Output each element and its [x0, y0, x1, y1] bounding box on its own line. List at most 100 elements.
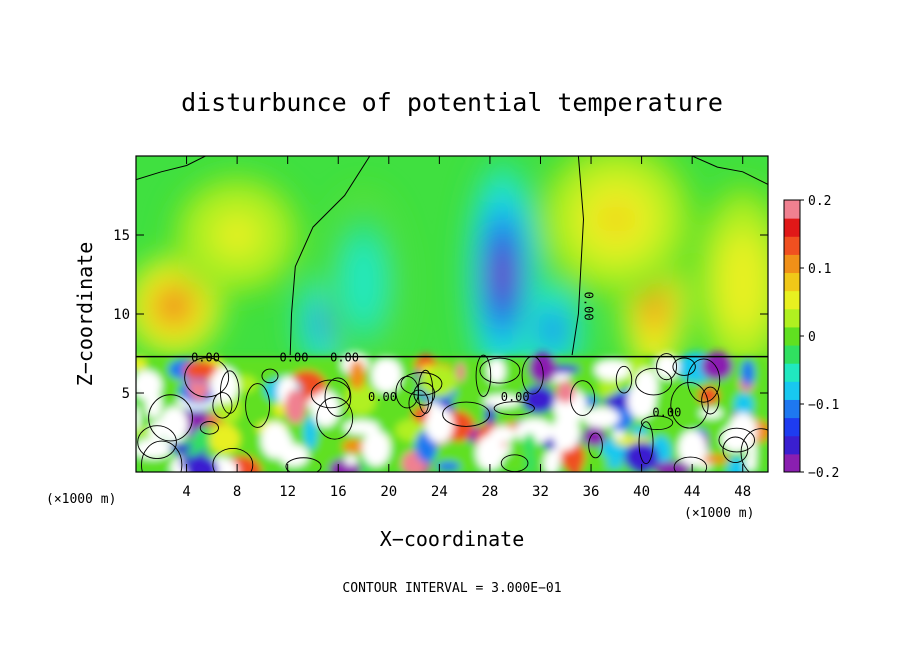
- x-tick-label: 4: [182, 484, 190, 500]
- turbulent-contour: [635, 367, 673, 396]
- turbulence-swirl: [349, 359, 366, 390]
- colorbar-segment: [784, 345, 800, 364]
- chart-title: disturbunce of potential temperature: [181, 88, 723, 117]
- colorbar-segment: [784, 272, 800, 292]
- turbulent-contour: [718, 427, 756, 453]
- vortex-core: [159, 406, 188, 443]
- turbulence-swirl: [371, 357, 402, 394]
- turbulence-swirl: [284, 389, 307, 424]
- turbulent-contour: [212, 447, 254, 472]
- turbulent-contour: [137, 425, 177, 460]
- turbulence-swirl: [605, 460, 624, 469]
- turbulence-swirl: [522, 433, 537, 455]
- x-unit-left: (×1000 m): [46, 492, 116, 507]
- turbulence-swirl: [145, 390, 162, 419]
- turbulence-swirl: [524, 451, 537, 472]
- turbulence-swirl: [571, 456, 581, 472]
- x-tick-label: 44: [684, 484, 701, 500]
- zero-contour: [289, 156, 371, 356]
- turbulence-swirl: [741, 359, 755, 387]
- turbulence-swirl: [734, 392, 754, 417]
- vortex-core: [261, 422, 290, 459]
- colorbar-segment: [784, 236, 800, 255]
- field-blob: [734, 265, 751, 300]
- turbulent-contour: [615, 365, 633, 394]
- turbulent-contour: [638, 421, 654, 465]
- turbulence-swirl: [594, 359, 631, 380]
- x-tick-label: 32: [532, 484, 549, 500]
- zero-contour: [571, 156, 585, 356]
- colorbar: 0.2 0.1 0 −0.1 −0.2: [783, 194, 839, 481]
- turbulent-contour: [687, 358, 721, 403]
- y-axis-title: Z−coordinate: [73, 242, 97, 387]
- colorbar-segment: [784, 435, 800, 455]
- turbulent-contour: [479, 357, 521, 384]
- colorbar-tick-label: 0.2: [808, 194, 831, 209]
- turbulent-contour: [673, 456, 708, 472]
- field-blob: [602, 205, 631, 233]
- contour-label: 0.00: [330, 350, 359, 364]
- turbulence-swirl: [521, 385, 556, 414]
- turbulent-contour: [310, 379, 351, 409]
- field-blob: [165, 297, 183, 315]
- turbulent-contour: [670, 381, 709, 429]
- turbulent-contour: [672, 357, 696, 376]
- vortex-core: [678, 430, 707, 467]
- field-blob: [547, 321, 559, 339]
- x-tick-label: 12: [279, 484, 296, 500]
- x-axis-title: X−coordinate: [380, 527, 525, 551]
- contour-label: 0.00: [582, 292, 596, 321]
- turbulent-contour: [148, 394, 193, 442]
- colorbar-tick-label: −0.1: [808, 398, 839, 413]
- field-blob: [356, 266, 371, 298]
- turbulence-swirl: [654, 461, 692, 472]
- y-axis-ticks: 5 10 15: [113, 228, 768, 402]
- turbulence-swirl: [183, 360, 218, 380]
- contour-label: 0.00: [280, 350, 309, 364]
- colorbar-segment: [784, 417, 800, 437]
- x-unit-right: (×1000 m): [684, 506, 754, 521]
- turbulence-swirl: [699, 454, 730, 464]
- contour-label: 0.00: [191, 350, 220, 364]
- turbulence-swirl: [582, 426, 607, 447]
- turbulent-contour: [212, 392, 233, 419]
- plot-field: 0.00 0.00 0.00 0.00 0.00 0.00 0.00: [136, 156, 768, 472]
- upper-layer-blobs: [136, 156, 768, 398]
- turbulent-contour: [656, 353, 677, 381]
- zero-contour: [691, 156, 768, 185]
- turbulent-contour: [199, 421, 219, 435]
- turbulence-swirl: [185, 455, 219, 472]
- turbulent-contour: [521, 355, 544, 395]
- vortex-core: [362, 430, 391, 467]
- colorbar-segment: [784, 290, 800, 310]
- turbulence-swirl: [421, 365, 432, 374]
- turbulent-contour: [570, 380, 596, 416]
- turbulent-contour: [475, 354, 492, 397]
- turbulent-contour: [316, 397, 354, 440]
- colorbar-tick-label: −0.2: [808, 466, 839, 481]
- turbulence-swirl: [136, 438, 173, 459]
- field-blob: [226, 224, 249, 246]
- vortex-core: [311, 390, 340, 427]
- turbulent-contour: [245, 383, 271, 428]
- turbulence-swirl: [699, 408, 723, 419]
- contour-interval: CONTOUR INTERVAL = 3.000E−01: [342, 581, 561, 596]
- turbulent-contour: [261, 368, 279, 384]
- colorbar-segment: [784, 254, 800, 274]
- turbulent-contour: [285, 457, 322, 472]
- y-tick-label: 10: [113, 307, 130, 323]
- colorbar-segment: [784, 399, 800, 419]
- turbulence-swirl: [556, 380, 576, 404]
- contour-label: 0.00: [501, 390, 530, 404]
- colorbar-segment: [784, 218, 800, 237]
- vortex-core: [728, 412, 757, 449]
- turbulence-swirl: [342, 439, 366, 454]
- colorbar-segment: [784, 363, 800, 382]
- colorbar-segment: [784, 381, 800, 400]
- turbulence-swirl: [727, 456, 746, 472]
- turbulent-contour: [493, 401, 535, 416]
- turbulent-contour: [184, 357, 230, 398]
- turbulence-swirl: [456, 362, 465, 382]
- turbulent-contour: [417, 369, 434, 414]
- turbulence-swirl: [624, 441, 660, 472]
